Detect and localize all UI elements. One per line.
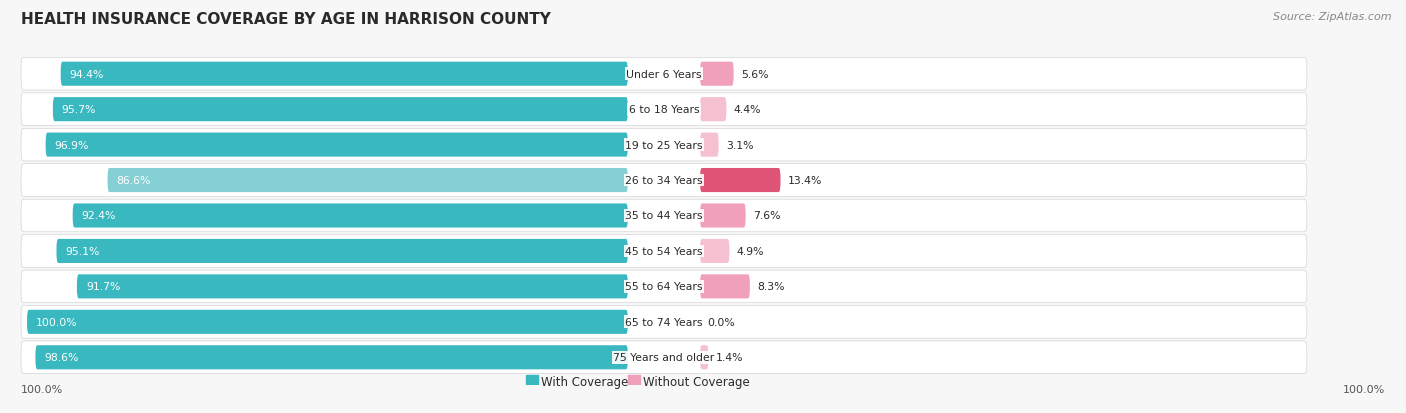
FancyBboxPatch shape xyxy=(700,169,780,192)
Text: 100.0%: 100.0% xyxy=(37,317,77,327)
FancyBboxPatch shape xyxy=(700,62,734,87)
Text: 5.6%: 5.6% xyxy=(741,69,768,80)
Text: 1.4%: 1.4% xyxy=(716,352,744,362)
Text: 55 to 64 Years: 55 to 64 Years xyxy=(626,282,703,292)
FancyBboxPatch shape xyxy=(700,345,709,370)
Text: 3.1%: 3.1% xyxy=(725,140,754,150)
FancyBboxPatch shape xyxy=(45,133,628,157)
FancyBboxPatch shape xyxy=(53,98,628,122)
FancyBboxPatch shape xyxy=(21,58,1308,91)
Text: With Coverage: With Coverage xyxy=(541,375,628,388)
Text: 45 to 54 Years: 45 to 54 Years xyxy=(626,246,703,256)
FancyBboxPatch shape xyxy=(21,129,1308,161)
Text: 4.9%: 4.9% xyxy=(737,246,763,256)
Text: 95.7%: 95.7% xyxy=(62,105,96,115)
FancyBboxPatch shape xyxy=(21,200,1308,232)
Text: 6 to 18 Years: 6 to 18 Years xyxy=(628,105,699,115)
Text: 92.4%: 92.4% xyxy=(82,211,117,221)
Text: 13.4%: 13.4% xyxy=(787,176,823,185)
Text: 100.0%: 100.0% xyxy=(1343,384,1385,394)
Text: 26 to 34 Years: 26 to 34 Years xyxy=(626,176,703,185)
Text: 98.6%: 98.6% xyxy=(45,352,79,362)
Text: 4.4%: 4.4% xyxy=(734,105,761,115)
FancyBboxPatch shape xyxy=(21,271,1308,303)
Text: 8.3%: 8.3% xyxy=(756,282,785,292)
FancyBboxPatch shape xyxy=(700,204,745,228)
Text: 65 to 74 Years: 65 to 74 Years xyxy=(626,317,703,327)
Text: 0.0%: 0.0% xyxy=(707,317,735,327)
FancyBboxPatch shape xyxy=(60,62,628,87)
Text: 100.0%: 100.0% xyxy=(21,384,63,394)
Text: Under 6 Years: Under 6 Years xyxy=(626,69,702,80)
FancyBboxPatch shape xyxy=(56,239,628,263)
FancyBboxPatch shape xyxy=(35,345,628,370)
Text: 7.6%: 7.6% xyxy=(752,211,780,221)
FancyBboxPatch shape xyxy=(21,235,1308,268)
Text: 91.7%: 91.7% xyxy=(86,282,121,292)
FancyBboxPatch shape xyxy=(21,306,1308,338)
FancyBboxPatch shape xyxy=(73,204,628,228)
Text: 19 to 25 Years: 19 to 25 Years xyxy=(626,140,703,150)
FancyBboxPatch shape xyxy=(700,133,718,157)
FancyBboxPatch shape xyxy=(21,94,1308,126)
Text: 96.9%: 96.9% xyxy=(55,140,89,150)
Text: 94.4%: 94.4% xyxy=(70,69,104,80)
Text: HEALTH INSURANCE COVERAGE BY AGE IN HARRISON COUNTY: HEALTH INSURANCE COVERAGE BY AGE IN HARR… xyxy=(21,12,551,27)
Text: 86.6%: 86.6% xyxy=(117,176,150,185)
FancyBboxPatch shape xyxy=(21,164,1308,197)
FancyBboxPatch shape xyxy=(700,239,730,263)
FancyBboxPatch shape xyxy=(77,275,628,299)
Text: 35 to 44 Years: 35 to 44 Years xyxy=(626,211,703,221)
Text: Source: ZipAtlas.com: Source: ZipAtlas.com xyxy=(1274,12,1392,22)
FancyBboxPatch shape xyxy=(700,98,727,122)
Text: 75 Years and older: 75 Years and older xyxy=(613,352,714,362)
FancyBboxPatch shape xyxy=(27,310,628,334)
FancyBboxPatch shape xyxy=(700,275,749,299)
FancyBboxPatch shape xyxy=(107,169,628,192)
Text: Without Coverage: Without Coverage xyxy=(643,375,749,388)
Text: 95.1%: 95.1% xyxy=(66,246,100,256)
FancyBboxPatch shape xyxy=(21,341,1308,374)
